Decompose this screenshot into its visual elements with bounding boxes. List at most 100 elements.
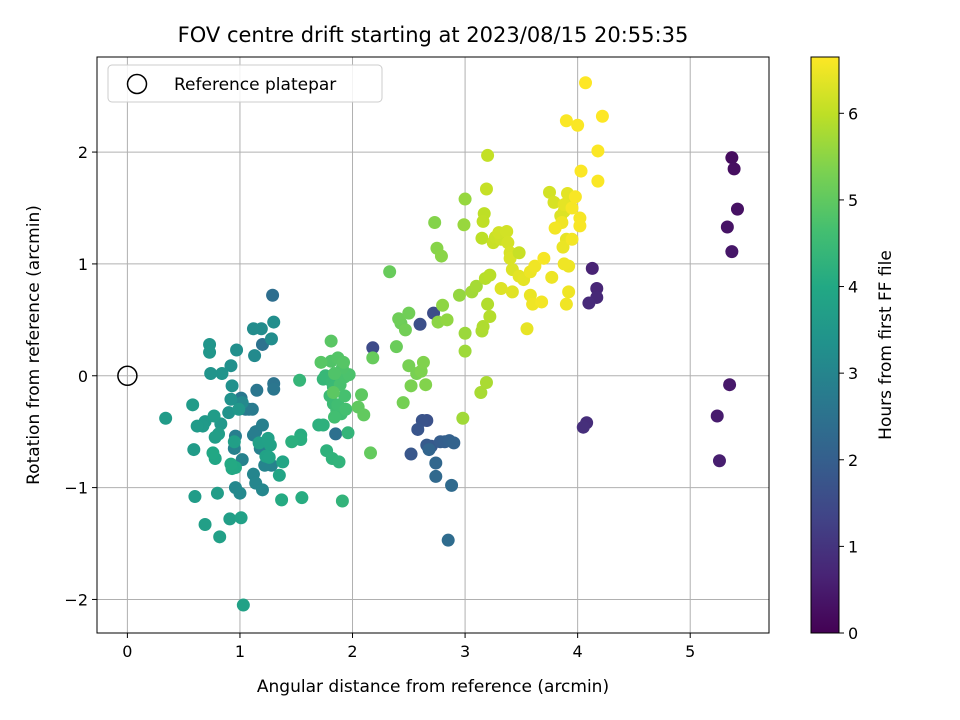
colorbar-ticks: 0 1 2 3 4 5 6 <box>839 104 858 643</box>
data-point <box>224 359 238 373</box>
data-point <box>204 367 218 381</box>
data-point <box>402 306 416 320</box>
data-point <box>404 379 418 393</box>
data-point <box>207 409 221 423</box>
data-point <box>224 392 238 406</box>
data-point <box>230 343 244 357</box>
data-point <box>267 382 281 396</box>
data-point <box>314 355 328 369</box>
data-point <box>324 334 338 348</box>
data-point <box>559 114 573 128</box>
colorbar-tick-label: 0 <box>848 624 858 643</box>
colorbar-tick-label: 3 <box>848 364 858 383</box>
data-point <box>441 533 455 547</box>
data-point <box>366 351 380 365</box>
data-point <box>245 402 259 416</box>
data-point <box>213 530 227 544</box>
data-point <box>316 418 330 432</box>
data-point <box>585 261 599 275</box>
colorbar-tick-label: 6 <box>848 104 858 123</box>
data-point <box>712 454 726 468</box>
data-point <box>285 435 299 449</box>
data-point <box>528 259 542 273</box>
data-point <box>255 418 269 432</box>
data-point <box>250 383 264 397</box>
data-point <box>293 373 307 387</box>
data-point <box>236 598 250 612</box>
data-point <box>500 224 514 238</box>
data-point <box>720 220 734 234</box>
data-point <box>266 288 280 302</box>
y-axis-ticks: −2 −1 0 1 2 <box>64 143 97 609</box>
legend-marker-icon <box>126 73 148 95</box>
y-axis-label: Rotation from reference (arcmin) <box>24 205 44 485</box>
data-point <box>723 378 737 392</box>
data-point <box>469 279 483 293</box>
data-point <box>339 402 353 416</box>
data-point <box>481 297 495 311</box>
data-point <box>233 486 247 500</box>
data-point <box>398 323 412 337</box>
data-point <box>416 355 430 369</box>
data-point <box>428 216 442 230</box>
data-point <box>571 118 585 132</box>
data-point <box>476 320 490 334</box>
data-point <box>187 443 201 457</box>
data-point <box>543 185 557 199</box>
legend: Reference platepar <box>107 64 383 103</box>
data-point <box>366 341 380 355</box>
colorbar-tick-label: 2 <box>848 451 858 470</box>
y-tick-label: 2 <box>78 143 88 162</box>
data-point <box>262 450 276 464</box>
data-point <box>232 402 246 416</box>
data-point <box>225 379 239 393</box>
data-point <box>206 446 220 460</box>
data-point <box>188 490 202 504</box>
data-point <box>224 457 238 471</box>
data-point <box>272 468 286 482</box>
data-point <box>483 268 497 282</box>
chart-title: FOV centre drift starting at 2023/08/15 … <box>178 23 689 47</box>
data-point <box>332 455 346 469</box>
colorbar-label: Hours from first FF file <box>876 250 896 440</box>
data-point <box>355 388 369 402</box>
colorbar-tick-label: 1 <box>848 537 858 556</box>
data-point <box>234 511 248 525</box>
data-point <box>445 478 459 492</box>
data-point <box>338 389 352 403</box>
reference-point-marker <box>117 365 138 387</box>
data-point <box>434 249 448 263</box>
plot-frame <box>96 56 770 634</box>
data-point <box>595 109 609 123</box>
data-point <box>494 282 508 296</box>
data-point <box>295 491 309 505</box>
x-tick-label: 3 <box>460 642 470 661</box>
data-point <box>326 386 340 400</box>
colorbar-tick-label: 5 <box>848 191 858 210</box>
data-point <box>725 151 739 165</box>
data-point <box>341 426 355 440</box>
data-point <box>263 438 277 452</box>
data-point <box>545 270 559 284</box>
data-point <box>276 455 290 469</box>
data-point <box>190 419 204 433</box>
data-points <box>117 76 744 612</box>
x-axis-ticks: 0 1 2 3 4 5 <box>122 633 695 661</box>
data-point <box>389 340 403 354</box>
data-point <box>227 435 241 449</box>
data-point <box>440 313 454 327</box>
data-point <box>582 296 596 310</box>
data-point <box>429 456 443 470</box>
data-point <box>725 245 739 259</box>
data-point <box>396 396 410 410</box>
data-point <box>579 76 593 90</box>
data-point <box>479 182 493 196</box>
data-point <box>429 469 443 483</box>
data-point <box>357 408 371 422</box>
data-point <box>364 446 378 460</box>
data-point <box>392 312 406 326</box>
data-point <box>501 236 515 250</box>
data-point <box>458 344 472 358</box>
data-point <box>447 436 461 450</box>
data-point <box>264 332 278 346</box>
